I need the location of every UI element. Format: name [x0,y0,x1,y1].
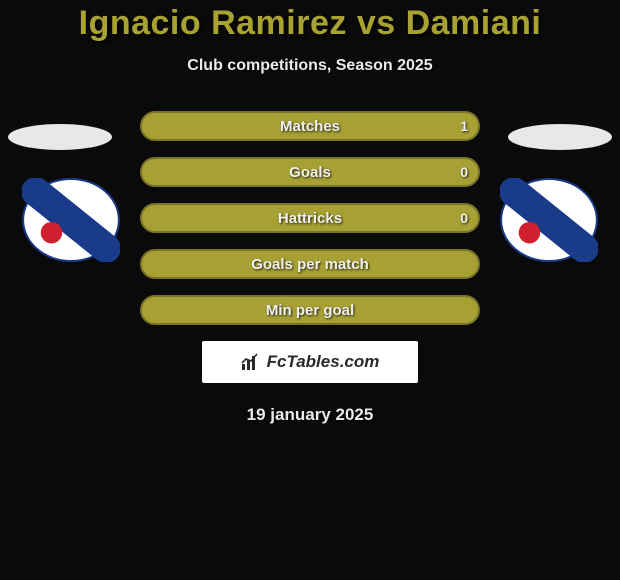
stat-bars: Matches1Goals0Hattricks0Goals per matchM… [140,111,480,325]
stat-bar: Matches1 [140,111,480,141]
date-label: 19 january 2025 [0,405,620,425]
stat-value-right: 1 [460,111,468,141]
page-title: Ignacio Ramirez vs Damiani [0,4,620,43]
stat-label: Matches [140,111,480,141]
stat-value-right: 0 [460,203,468,233]
chart-icon [241,353,261,371]
player-avatar-left [8,124,112,150]
club-badge-left: C.N. de F. [22,178,120,262]
stat-label: Goals [140,157,480,187]
stat-bar: Hattricks0 [140,203,480,233]
stat-value-right: 0 [460,157,468,187]
club-badge-right: C.N. de F. [500,178,598,262]
stat-bar: Goals0 [140,157,480,187]
stat-bar: Min per goal [140,295,480,325]
stat-label: Min per goal [140,295,480,325]
brand-box: FcTables.com [202,341,418,383]
stat-label: Goals per match [140,249,480,279]
brand-text: FcTables.com [267,352,380,372]
stat-bar: Goals per match [140,249,480,279]
subtitle: Club competitions, Season 2025 [0,57,620,75]
player-avatar-right [508,124,612,150]
stat-label: Hattricks [140,203,480,233]
